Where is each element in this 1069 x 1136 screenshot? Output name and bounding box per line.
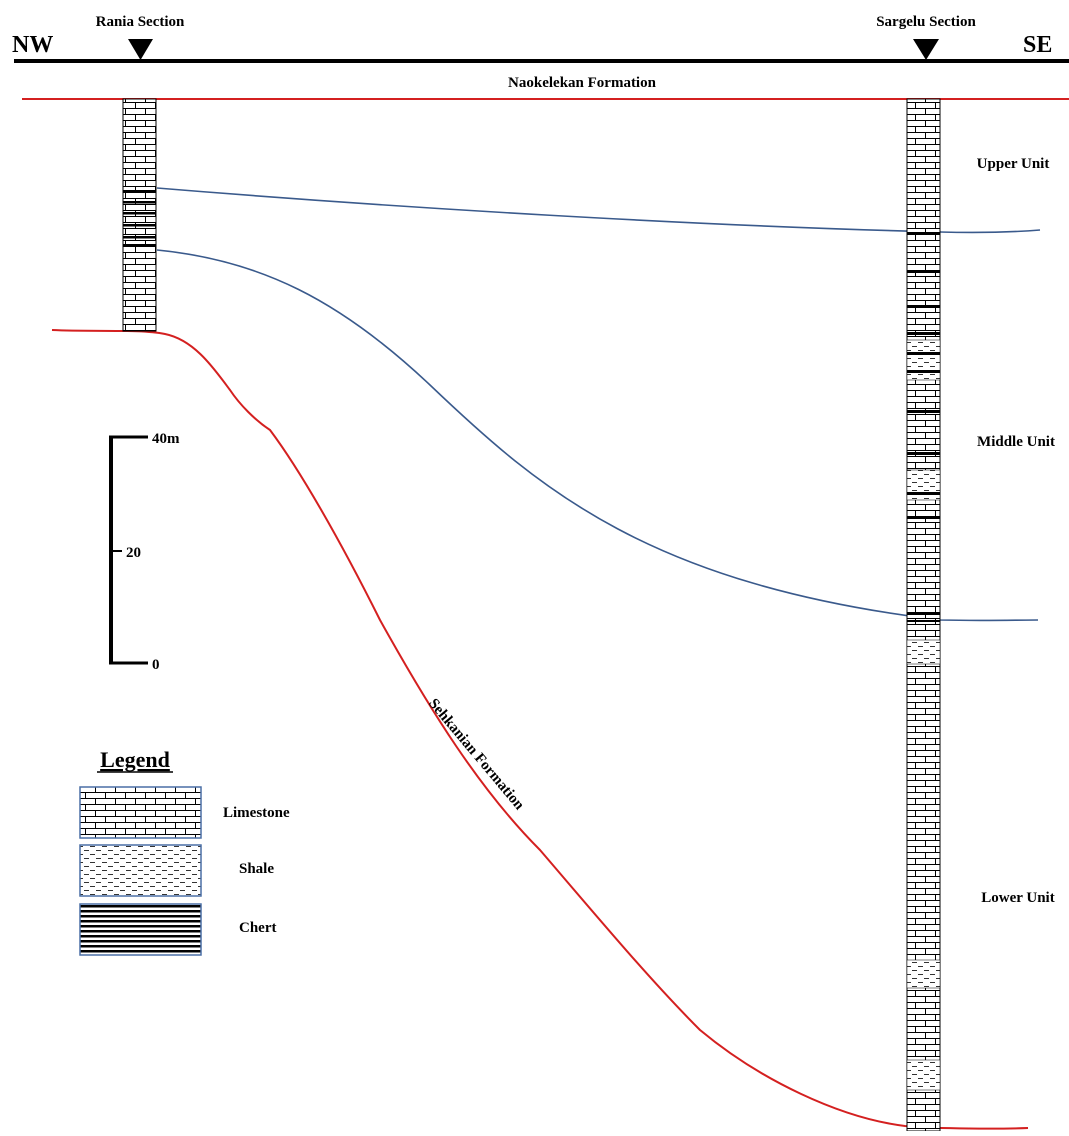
sehkanian-label: Sehkanian Formation (425, 696, 527, 814)
upper-middle-boundary (156, 187, 1041, 234)
legend-swatch-chert (79, 903, 202, 956)
legend-swatch-limestone (79, 786, 202, 839)
scale-label-bottom: 0 (152, 657, 160, 673)
rania-section-label: Rania Section (96, 14, 185, 30)
direction-se: SE (1023, 32, 1052, 58)
direction-nw: NW (12, 32, 53, 58)
legend-label-limestone: Limestone (223, 805, 290, 821)
legend-label-chert: Chert (239, 920, 277, 936)
sargelu-column (906, 98, 941, 1132)
scale-label-middle: 20 (126, 545, 141, 561)
lower-unit-label: Lower Unit (981, 890, 1054, 906)
legend-title: Legend (100, 747, 170, 772)
legend-label-shale: Shale (239, 861, 274, 877)
sargelu-marker-icon (913, 39, 939, 60)
sehkanian-boundary (51, 329, 1029, 1130)
middle-unit-label: Middle Unit (977, 434, 1055, 450)
rania-column (122, 98, 157, 332)
naokelekan-label: Naokelekan Formation (508, 75, 657, 91)
sargelu-section-label: Sargelu Section (876, 14, 976, 30)
rania-marker-icon (128, 39, 153, 60)
middle-lower-boundary (156, 249, 1039, 622)
scale-label-top: 40m (152, 431, 180, 447)
legend-swatch-shale (79, 844, 202, 897)
scale-bar (109, 435, 148, 665)
legend: Legend Limestone Shale Chert (79, 747, 290, 956)
upper-unit-label: Upper Unit (977, 156, 1050, 172)
